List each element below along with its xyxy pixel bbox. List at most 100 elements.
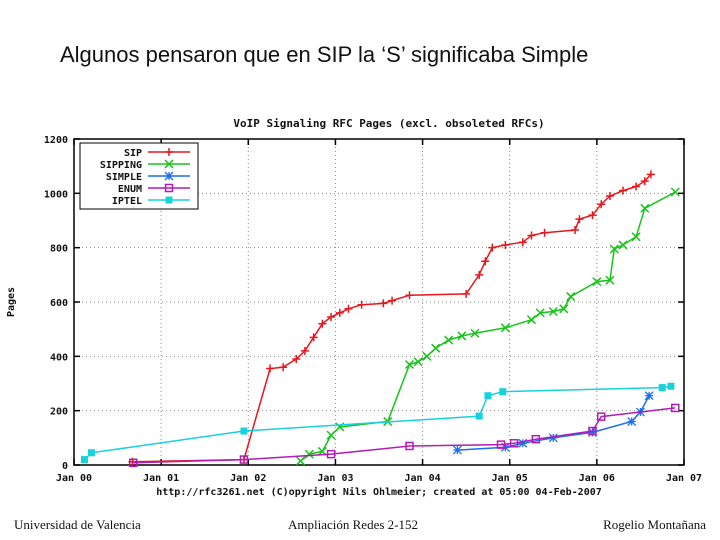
data-point xyxy=(500,323,510,333)
data-point xyxy=(475,412,483,420)
data-point xyxy=(326,449,336,459)
x-tick-label: Jan 01 xyxy=(143,473,179,484)
axes xyxy=(73,138,685,466)
data-point xyxy=(165,196,173,204)
data-point xyxy=(327,312,336,321)
data-point xyxy=(596,412,606,421)
y-tick-label: 1000 xyxy=(44,189,68,200)
data-point xyxy=(300,346,309,355)
data-point xyxy=(535,308,545,318)
y-tick-label: 400 xyxy=(50,352,68,363)
data-point xyxy=(640,177,649,186)
data-point xyxy=(499,388,507,396)
data-point xyxy=(644,391,654,401)
data-point xyxy=(597,200,606,209)
data-point xyxy=(379,299,388,308)
series-line xyxy=(133,407,676,464)
data-point xyxy=(357,300,366,309)
chart-caption: http://rfc3261.net (C)opyright Nils Ohlm… xyxy=(156,486,602,498)
x-tick-label: Jan 02 xyxy=(230,473,266,484)
data-point xyxy=(452,445,462,455)
data-point xyxy=(531,434,541,444)
data-point xyxy=(239,455,249,464)
x-tick-label: Jan 05 xyxy=(492,473,528,484)
data-point xyxy=(588,427,597,437)
data-point xyxy=(667,382,675,390)
data-point xyxy=(292,355,301,364)
series-line xyxy=(300,191,676,462)
data-point xyxy=(540,228,549,237)
data-point xyxy=(165,148,173,156)
y-tick-label: 0 xyxy=(62,461,68,472)
data-point xyxy=(658,384,666,392)
data-point xyxy=(296,456,306,466)
slide-title: Algunos pensaron que en SIP la ‘S’ signi… xyxy=(60,42,589,67)
data-point xyxy=(444,335,454,345)
data-point xyxy=(559,304,569,314)
legend-label-sip: SIP xyxy=(124,148,142,159)
footer-author: Rogelio Montañana xyxy=(603,517,706,532)
data-point xyxy=(501,240,510,249)
data-point xyxy=(405,441,414,451)
data-point xyxy=(548,306,558,317)
legend-label-sipping: SIPPING xyxy=(100,160,142,171)
footer-course: Ampliación Redes 2-152 xyxy=(288,517,418,532)
data-point xyxy=(344,304,353,313)
data-point xyxy=(404,359,415,370)
x-tick-label: Jan 04 xyxy=(405,473,441,484)
data-point xyxy=(405,291,414,300)
data-point xyxy=(592,277,602,287)
data-point xyxy=(304,449,314,459)
data-point xyxy=(462,289,471,298)
data-point xyxy=(326,430,336,440)
data-point xyxy=(309,333,318,342)
data-point xyxy=(129,458,138,468)
data-point xyxy=(500,442,510,452)
y-axis-label: Pages xyxy=(6,287,17,317)
series-line xyxy=(83,385,672,461)
data-point xyxy=(431,343,441,353)
y-tick-label: 800 xyxy=(50,244,68,255)
data-point xyxy=(164,183,174,193)
data-point xyxy=(627,417,637,426)
data-point xyxy=(619,186,627,195)
data-point xyxy=(240,427,248,435)
data-point xyxy=(484,392,492,400)
data-point xyxy=(518,238,527,247)
data-point xyxy=(646,170,655,179)
x-tick-label: Jan 00 xyxy=(56,473,92,484)
data-point xyxy=(318,319,327,328)
y-tick-label: 600 xyxy=(50,298,68,309)
data-point xyxy=(605,275,615,285)
data-point xyxy=(548,433,558,443)
data-point xyxy=(671,403,680,413)
data-point xyxy=(496,440,506,449)
data-point xyxy=(527,231,536,240)
data-point xyxy=(266,364,275,373)
data-point xyxy=(509,439,519,448)
data-point xyxy=(470,328,480,338)
data-point xyxy=(481,257,490,266)
data-point xyxy=(388,296,397,305)
series-line xyxy=(132,173,652,463)
data-point xyxy=(475,270,484,279)
legend-label-iptel: IPTEL xyxy=(112,196,142,207)
data-point xyxy=(588,426,597,436)
legend-label-enum: ENUM xyxy=(118,184,142,195)
data-point xyxy=(488,243,497,252)
series-sipping xyxy=(296,187,680,466)
data-point xyxy=(164,171,174,181)
data-point xyxy=(335,308,344,317)
data-point xyxy=(575,215,584,224)
series-enum xyxy=(129,403,680,468)
data-point xyxy=(631,232,641,242)
data-point xyxy=(518,438,528,448)
data-point xyxy=(164,159,174,169)
data-point xyxy=(605,192,614,201)
data-point xyxy=(526,315,537,325)
data-point xyxy=(279,363,288,372)
data-point xyxy=(422,351,432,361)
data-point xyxy=(80,456,88,464)
footer-institution: Universidad de Valencia xyxy=(14,517,141,532)
